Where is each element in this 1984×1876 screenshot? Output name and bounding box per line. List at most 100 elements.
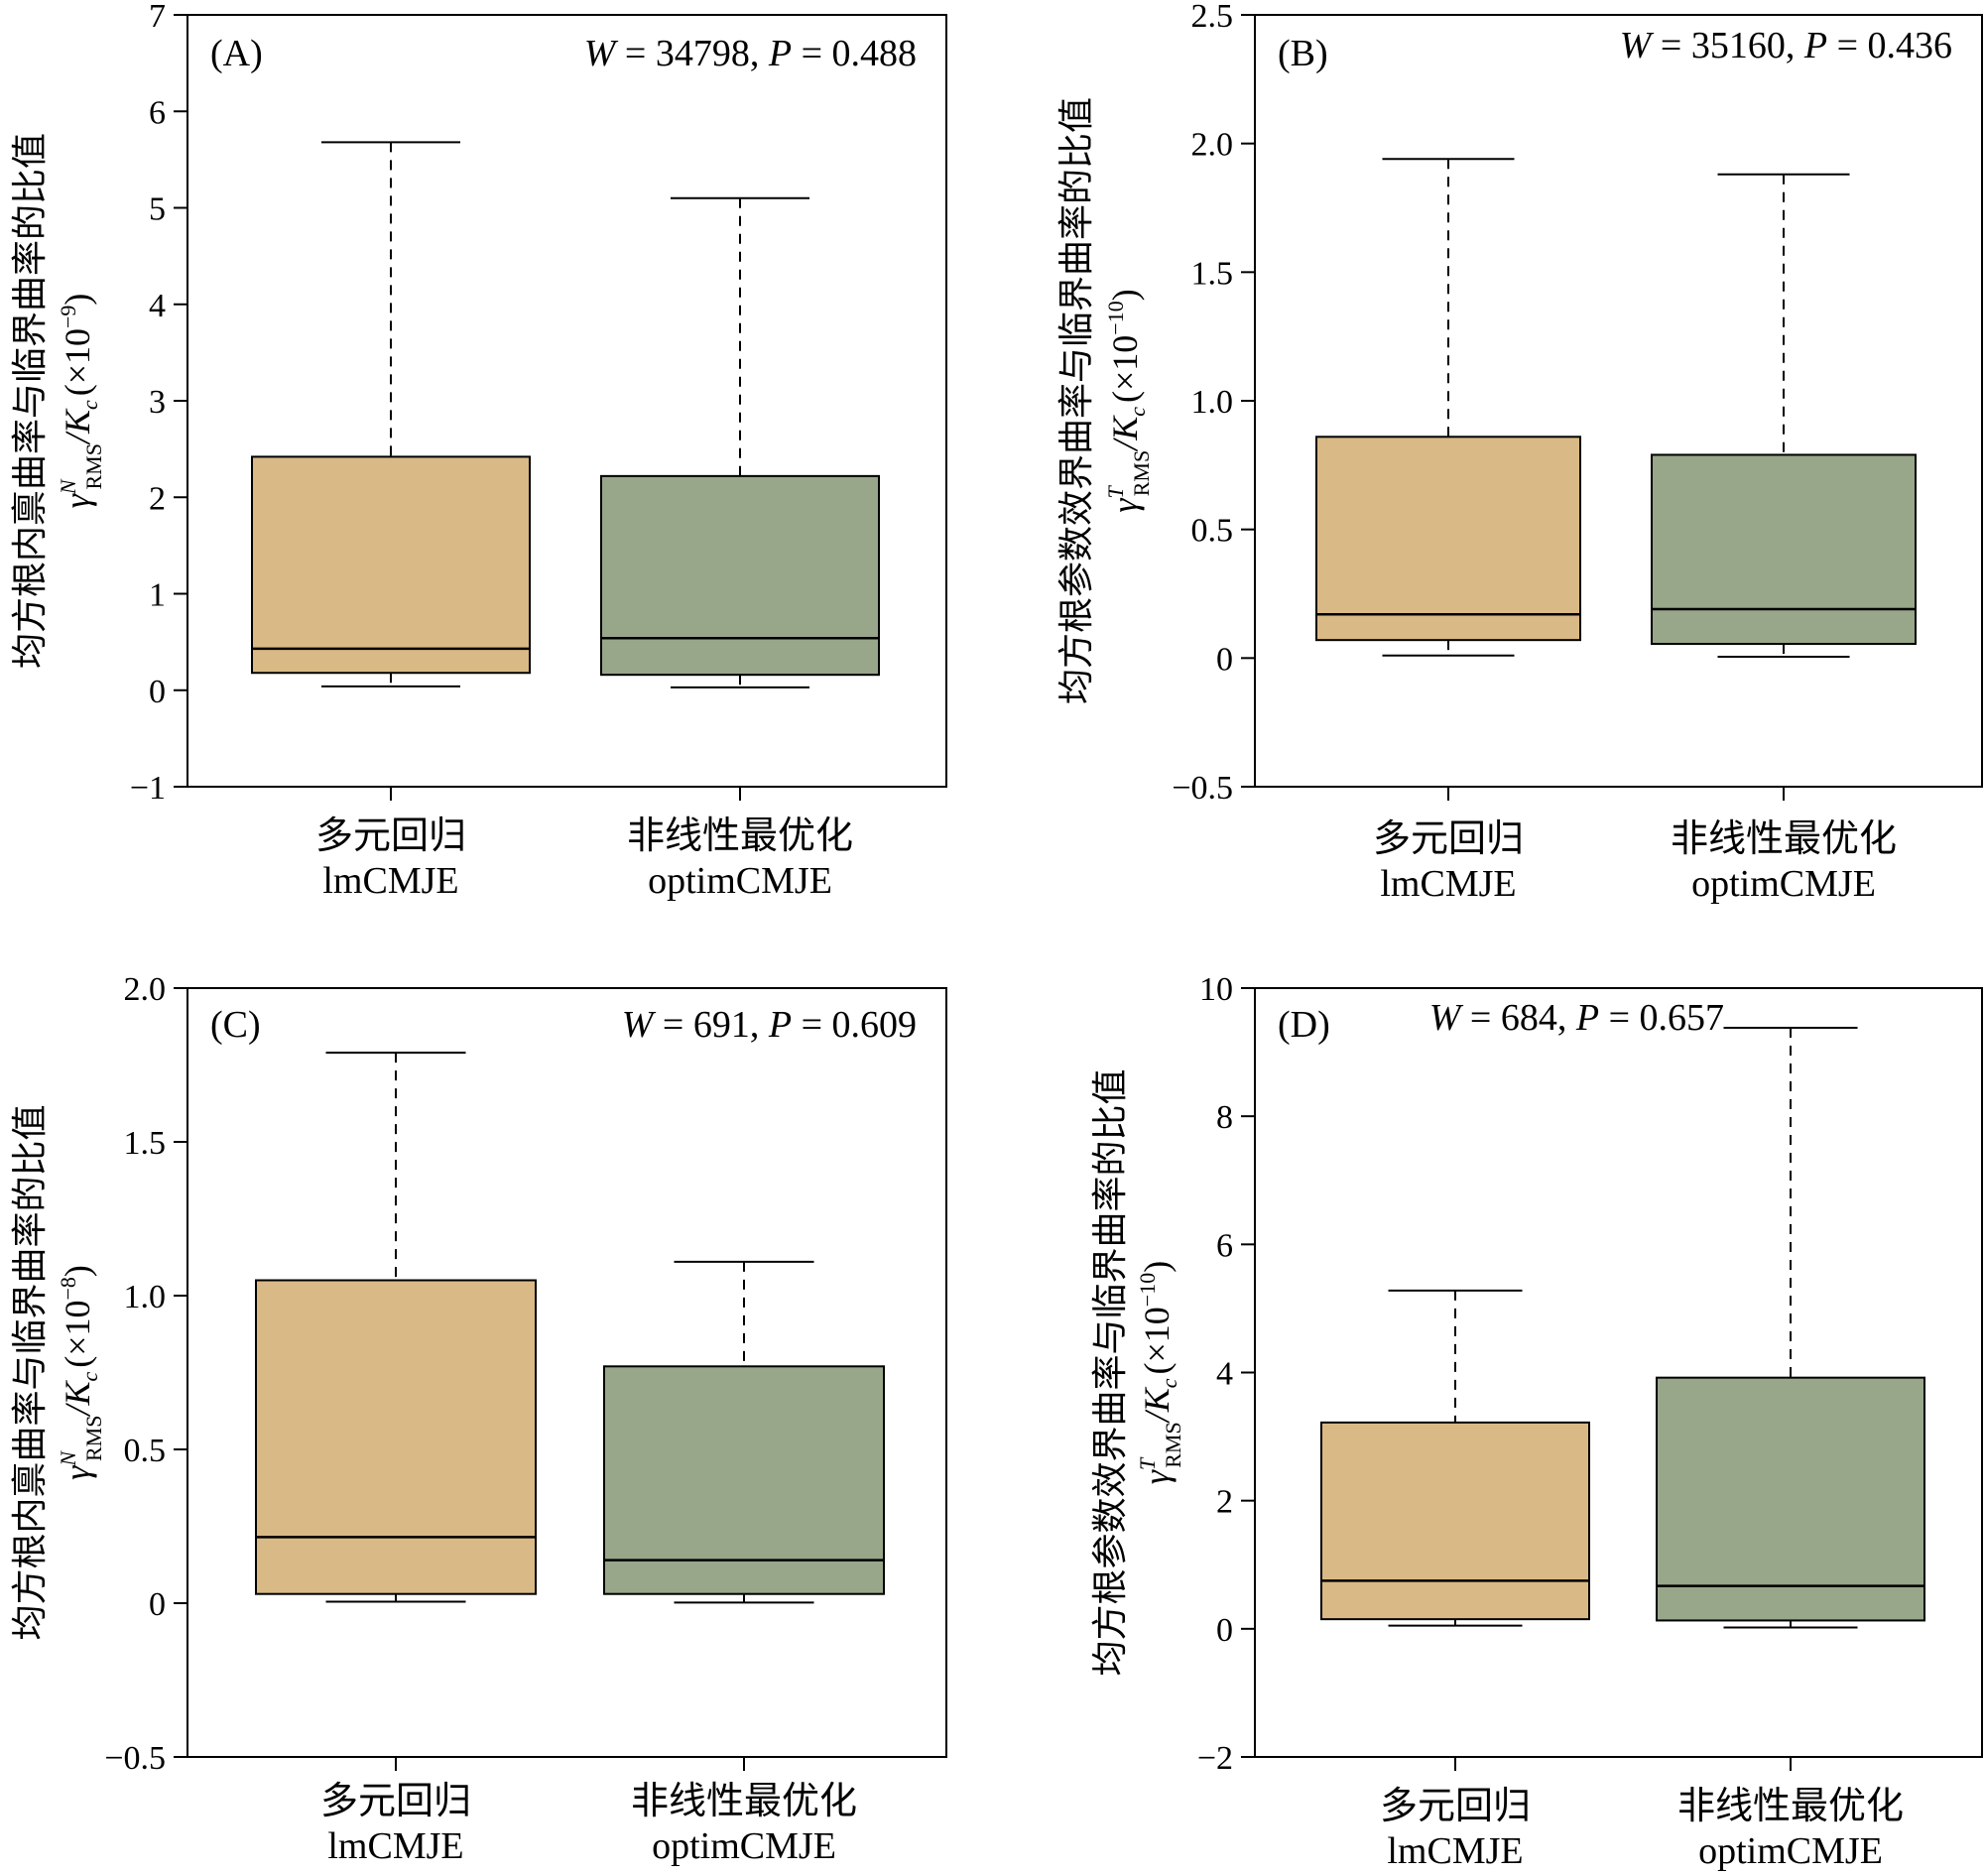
y-tick-label: −0.5 <box>1172 770 1233 807</box>
y-tick-label: 0.5 <box>1191 513 1234 550</box>
y-tick-label: 4 <box>149 288 166 324</box>
y-axis-label: 均方根内禀曲率与临界曲率的比值 <box>10 1104 50 1640</box>
category-label-en: lmCMJE <box>1387 1830 1523 1872</box>
panel-label: (D) <box>1278 1004 1330 1046</box>
p-symbol: P <box>1803 25 1827 66</box>
iqr-box <box>1651 453 1917 646</box>
y-tick-label: −1 <box>130 770 166 807</box>
gamma-subscript: RMS <box>1161 1422 1185 1467</box>
panel-label: (A) <box>210 33 263 74</box>
p-value: = 0.657 <box>1599 997 1724 1039</box>
scale-close: ) <box>1137 1261 1177 1273</box>
y-tick-label: 10 <box>1199 971 1233 1008</box>
category-label-cn: 非线性最优化 <box>631 1781 857 1822</box>
gamma-superscript: T <box>1135 1456 1160 1470</box>
test-statistic-annotation: W = 35160, P = 0.436 <box>1620 25 1952 66</box>
category-label-cn: 多元回归 <box>1380 1786 1531 1827</box>
category-label-en: lmCMJE <box>1380 863 1516 905</box>
w-symbol: W <box>584 33 619 74</box>
p-symbol: P <box>768 33 792 74</box>
p-value: = 0.436 <box>1827 25 1952 66</box>
y-tick-label: 3 <box>149 384 166 421</box>
y-tick-label: 2.0 <box>1191 127 1234 164</box>
plot-frame <box>1254 987 1983 1758</box>
k-symbol: /K <box>58 1380 97 1418</box>
y-tick-label: 1 <box>149 577 166 614</box>
y-tick-label: 2.0 <box>124 971 167 1008</box>
y-tick-label: 4 <box>1216 1356 1233 1393</box>
y-tick-label: 8 <box>1216 1099 1233 1136</box>
category-label-en: lmCMJE <box>322 860 458 902</box>
category-label-cn: 多元回归 <box>315 815 466 857</box>
y-axis-label: 均方根内禀曲率与临界曲率的比值 <box>10 133 50 669</box>
y-tick-label: 2 <box>1216 1484 1233 1521</box>
category-label-cn: 多元回归 <box>1373 818 1524 860</box>
category-label-en: optimCMJE <box>648 860 832 902</box>
p-symbol: P <box>768 1004 792 1046</box>
scale-exponent: −10 <box>1103 301 1128 334</box>
y-tick-label: 2.5 <box>1191 0 1234 35</box>
y-axis-symbol: γTRMS/Kc (×10−10) <box>1103 289 1154 512</box>
k-subscript: c <box>77 400 102 410</box>
w-symbol: W <box>1620 25 1655 66</box>
scale-exponent: −10 <box>1135 1273 1160 1307</box>
gamma-symbol: γ <box>58 1465 97 1480</box>
k-symbol: /K <box>1105 415 1145 452</box>
category-label-cn: 非线性最优化 <box>1671 818 1897 860</box>
iqr-box <box>1656 1376 1925 1622</box>
y-tick-label: 1.0 <box>124 1279 167 1315</box>
gamma-subscript: RMS <box>1129 450 1154 496</box>
iqr-box <box>255 1279 537 1595</box>
panel-c: −0.500.51.01.52.0多元回归lmCMJE非线性最优化optimCM… <box>10 971 947 1867</box>
panel-label: (C) <box>210 1004 261 1046</box>
test-statistic-annotation: W = 684, P = 0.657 <box>1429 997 1724 1039</box>
w-value: = 35160, <box>1651 25 1803 66</box>
iqr-box <box>600 474 880 677</box>
y-tick-label: 2 <box>149 480 166 517</box>
iqr-box <box>1320 1421 1590 1621</box>
category-label-en: optimCMJE <box>1691 863 1876 905</box>
y-tick-label: 1.5 <box>1191 255 1234 292</box>
iqr-box <box>251 455 531 675</box>
y-tick-label: 1.5 <box>124 1125 167 1162</box>
w-symbol: W <box>1429 997 1464 1039</box>
y-axis-label: 均方根参数效界曲率与临界曲率的比值 <box>1056 97 1096 704</box>
y-axis-symbol: γTRMS/Kc (×10−10) <box>1135 1261 1185 1484</box>
y-tick-label: 6 <box>1216 1227 1233 1264</box>
gamma-symbol: γ <box>1137 1469 1177 1484</box>
scale-factor: (×10 <box>58 328 97 396</box>
y-tick-label: −2 <box>1197 1740 1233 1777</box>
gamma-symbol: γ <box>58 493 97 508</box>
scale-exponent: −8 <box>56 1277 80 1300</box>
scale-close: ) <box>1105 289 1145 301</box>
iqr-box <box>603 1365 885 1595</box>
k-symbol: /K <box>58 408 97 445</box>
panel-label: (B) <box>1278 33 1328 74</box>
w-value: = 684, <box>1460 997 1575 1039</box>
category-label-cn: 非线性最优化 <box>627 815 853 857</box>
category-label-en: optimCMJE <box>652 1825 836 1867</box>
plot-frame <box>1254 14 1983 788</box>
scale-factor: (×10 <box>58 1300 97 1367</box>
y-tick-label: 6 <box>149 94 166 131</box>
gamma-subscript: RMS <box>81 443 106 489</box>
p-value: = 0.488 <box>792 33 917 74</box>
gamma-superscript: N <box>56 478 80 495</box>
k-subscript: c <box>77 1372 102 1382</box>
w-value: = 34798, <box>615 33 768 74</box>
scale-factor: (×10 <box>1105 335 1145 403</box>
test-statistic-annotation: W = 691, P = 0.609 <box>622 1004 917 1046</box>
p-value: = 0.609 <box>792 1004 917 1046</box>
scale-factor: (×10 <box>1137 1307 1177 1374</box>
gamma-superscript: N <box>56 1450 80 1467</box>
y-tick-label: 0 <box>1216 641 1233 678</box>
